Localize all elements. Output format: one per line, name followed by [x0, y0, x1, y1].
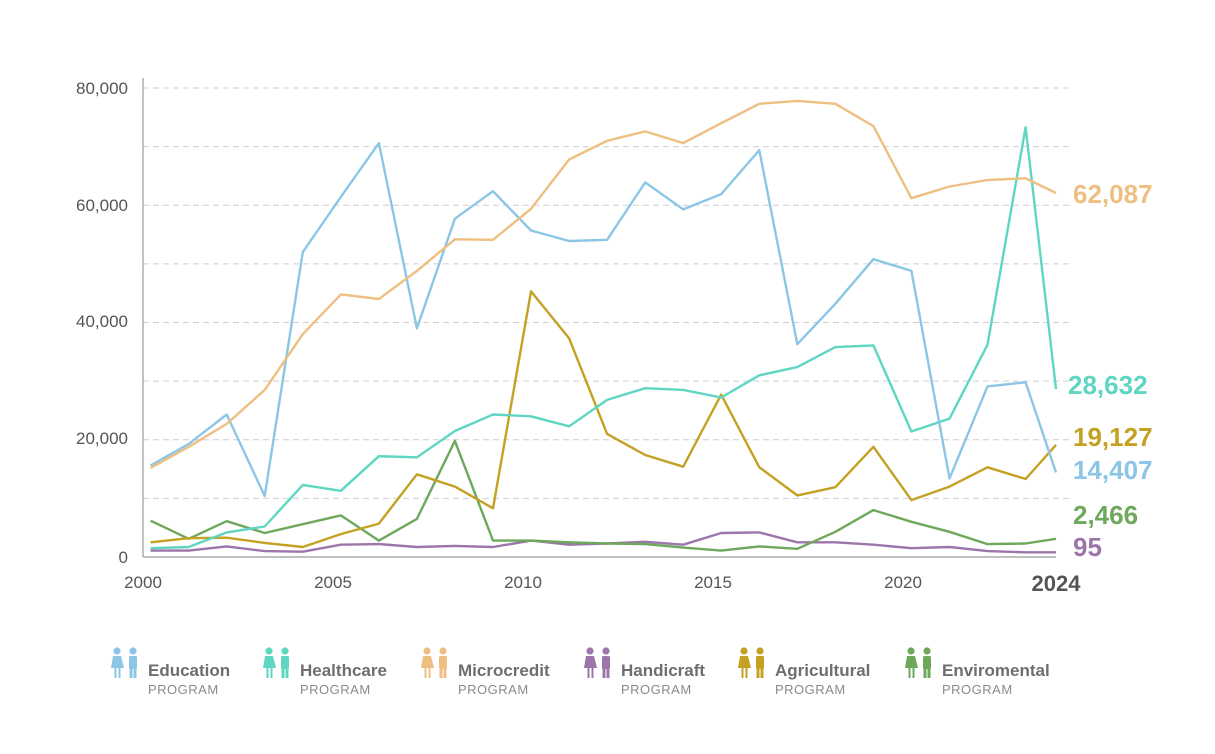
- series-lines: [150, 99, 1058, 554]
- people-icon: [263, 647, 289, 678]
- x-tick-label: 2000: [124, 573, 162, 592]
- y-tick-label: 0: [119, 548, 128, 567]
- x-tick-label: 2015: [694, 573, 732, 592]
- line-chart: 80,000 60,000 40,000 20,000 0 2000 2005 …: [76, 78, 1153, 596]
- x-tick-label: 2020: [884, 573, 922, 592]
- end-label-agricultural: 19,127: [1073, 422, 1153, 452]
- end-label-healthcare: 28,632: [1068, 370, 1148, 400]
- x-tick-label: 2005: [314, 573, 352, 592]
- end-label-enviromental: 2,466: [1073, 500, 1138, 530]
- legend-label: Healthcare: [300, 661, 387, 680]
- y-tick-label: 60,000: [76, 196, 128, 215]
- legend-sublabel: PROGRAM: [621, 682, 692, 697]
- series-line-enviromental: [150, 439, 1057, 552]
- legend-label: Microcredit: [458, 661, 550, 680]
- series-line-healthcare: [150, 126, 1058, 550]
- legend-sublabel: PROGRAM: [300, 682, 371, 697]
- legend-label: Handicraft: [621, 661, 706, 680]
- legend-sublabel: PROGRAM: [942, 682, 1013, 697]
- grid: [143, 87, 1072, 499]
- series-line-agricultural: [150, 290, 1057, 549]
- people-icon-shape: [905, 647, 931, 678]
- people-icon: [584, 647, 610, 678]
- end-label-education: 14,407: [1073, 455, 1153, 485]
- y-tick-label: 20,000: [76, 429, 128, 448]
- people-icon: [111, 647, 137, 678]
- people-icon: [738, 647, 764, 678]
- legend-label: Enviromental: [942, 661, 1050, 680]
- people-icon: [421, 647, 447, 678]
- y-tick-label: 40,000: [76, 312, 128, 331]
- people-icon-shape: [738, 647, 764, 678]
- end-label-microcredit: 62,087: [1073, 179, 1153, 209]
- y-tick-label: 80,000: [76, 79, 128, 98]
- legend-label: Education: [148, 661, 231, 680]
- x-tick-label-current-year: 2024: [1032, 571, 1082, 596]
- legend-label: Agricultural: [775, 661, 871, 680]
- people-icon-shape: [263, 647, 289, 678]
- legend-sublabel: PROGRAM: [458, 682, 529, 697]
- people-icon: [905, 647, 931, 678]
- legend-sublabel: PROGRAM: [148, 682, 219, 697]
- end-label-handicraft: 95: [1073, 532, 1102, 562]
- series-line-microcredit: [150, 99, 1057, 469]
- legend-sublabel: PROGRAM: [775, 682, 846, 697]
- people-icon-shape: [584, 647, 610, 678]
- people-icon-shape: [421, 647, 447, 678]
- people-icon-shape: [111, 647, 137, 678]
- x-tick-label: 2010: [504, 573, 542, 592]
- series-line-education: [150, 141, 1058, 498]
- legend: Education PROGRAM Healthcare PROGRAM Mic…: [108, 646, 1108, 706]
